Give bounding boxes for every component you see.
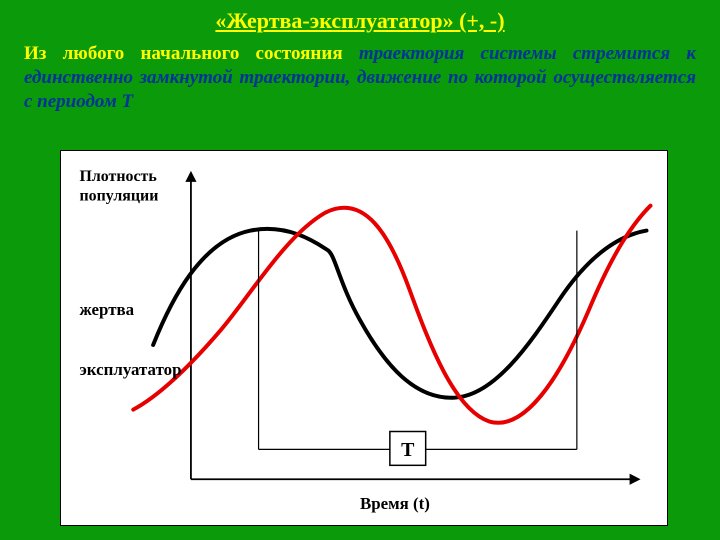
prey-label: жертва [80,300,135,319]
x-axis-label: Время (t) [360,494,430,513]
chart-panel: Плотность популяции Время (t) жертва эксплуа… [60,150,668,526]
exploiter-curve [133,206,650,423]
y-axis-label-line2: популяции [80,188,159,205]
chart-svg: Плотность популяции Время (t) жертва эксплуа… [61,151,667,525]
y-axis-arrow-icon [185,171,196,182]
title-text: «Жертва-эксплуататор» (+, -) [215,8,504,33]
slide-title: «Жертва-эксплуататор» (+, -) [0,0,720,34]
slide-root: «Жертва-эксплуататор» (+, -) Из любого н… [0,0,720,540]
prey-curve [153,229,646,398]
slide-description: Из любого начального состояния траектори… [0,34,720,119]
period-label: T [401,439,414,461]
x-axis-arrow-icon [630,474,641,485]
desc-lead: Из любого начального состояния [24,43,359,64]
exploiter-label: эксплуататор [80,360,182,379]
y-axis-label-line1: Плотность [80,168,158,185]
